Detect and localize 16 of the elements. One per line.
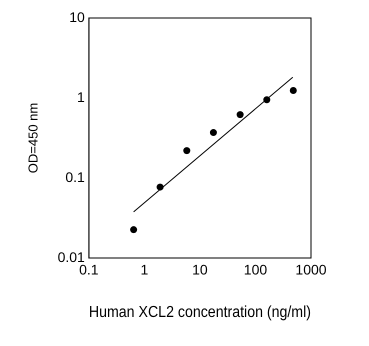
- y-tick-label: 1: [77, 88, 86, 105]
- x-tick-label: 1000: [295, 261, 327, 278]
- point: [183, 147, 190, 154]
- y-tick-label: 0.1: [65, 168, 86, 185]
- x-tick-label: 10: [192, 261, 208, 278]
- point: [130, 226, 138, 234]
- x-tick-label: 1: [140, 261, 148, 278]
- point: [236, 111, 244, 118]
- y-axis-title: OD=450 nm: [25, 102, 40, 174]
- point: [156, 184, 164, 191]
- x-tick-label: 100: [244, 261, 268, 278]
- point: [263, 96, 270, 104]
- point: [290, 87, 297, 94]
- x-axis-title: Human XCL2 concentration (ng/ml): [88, 303, 311, 322]
- y-tick-label: 10: [69, 8, 86, 25]
- point: [210, 129, 217, 136]
